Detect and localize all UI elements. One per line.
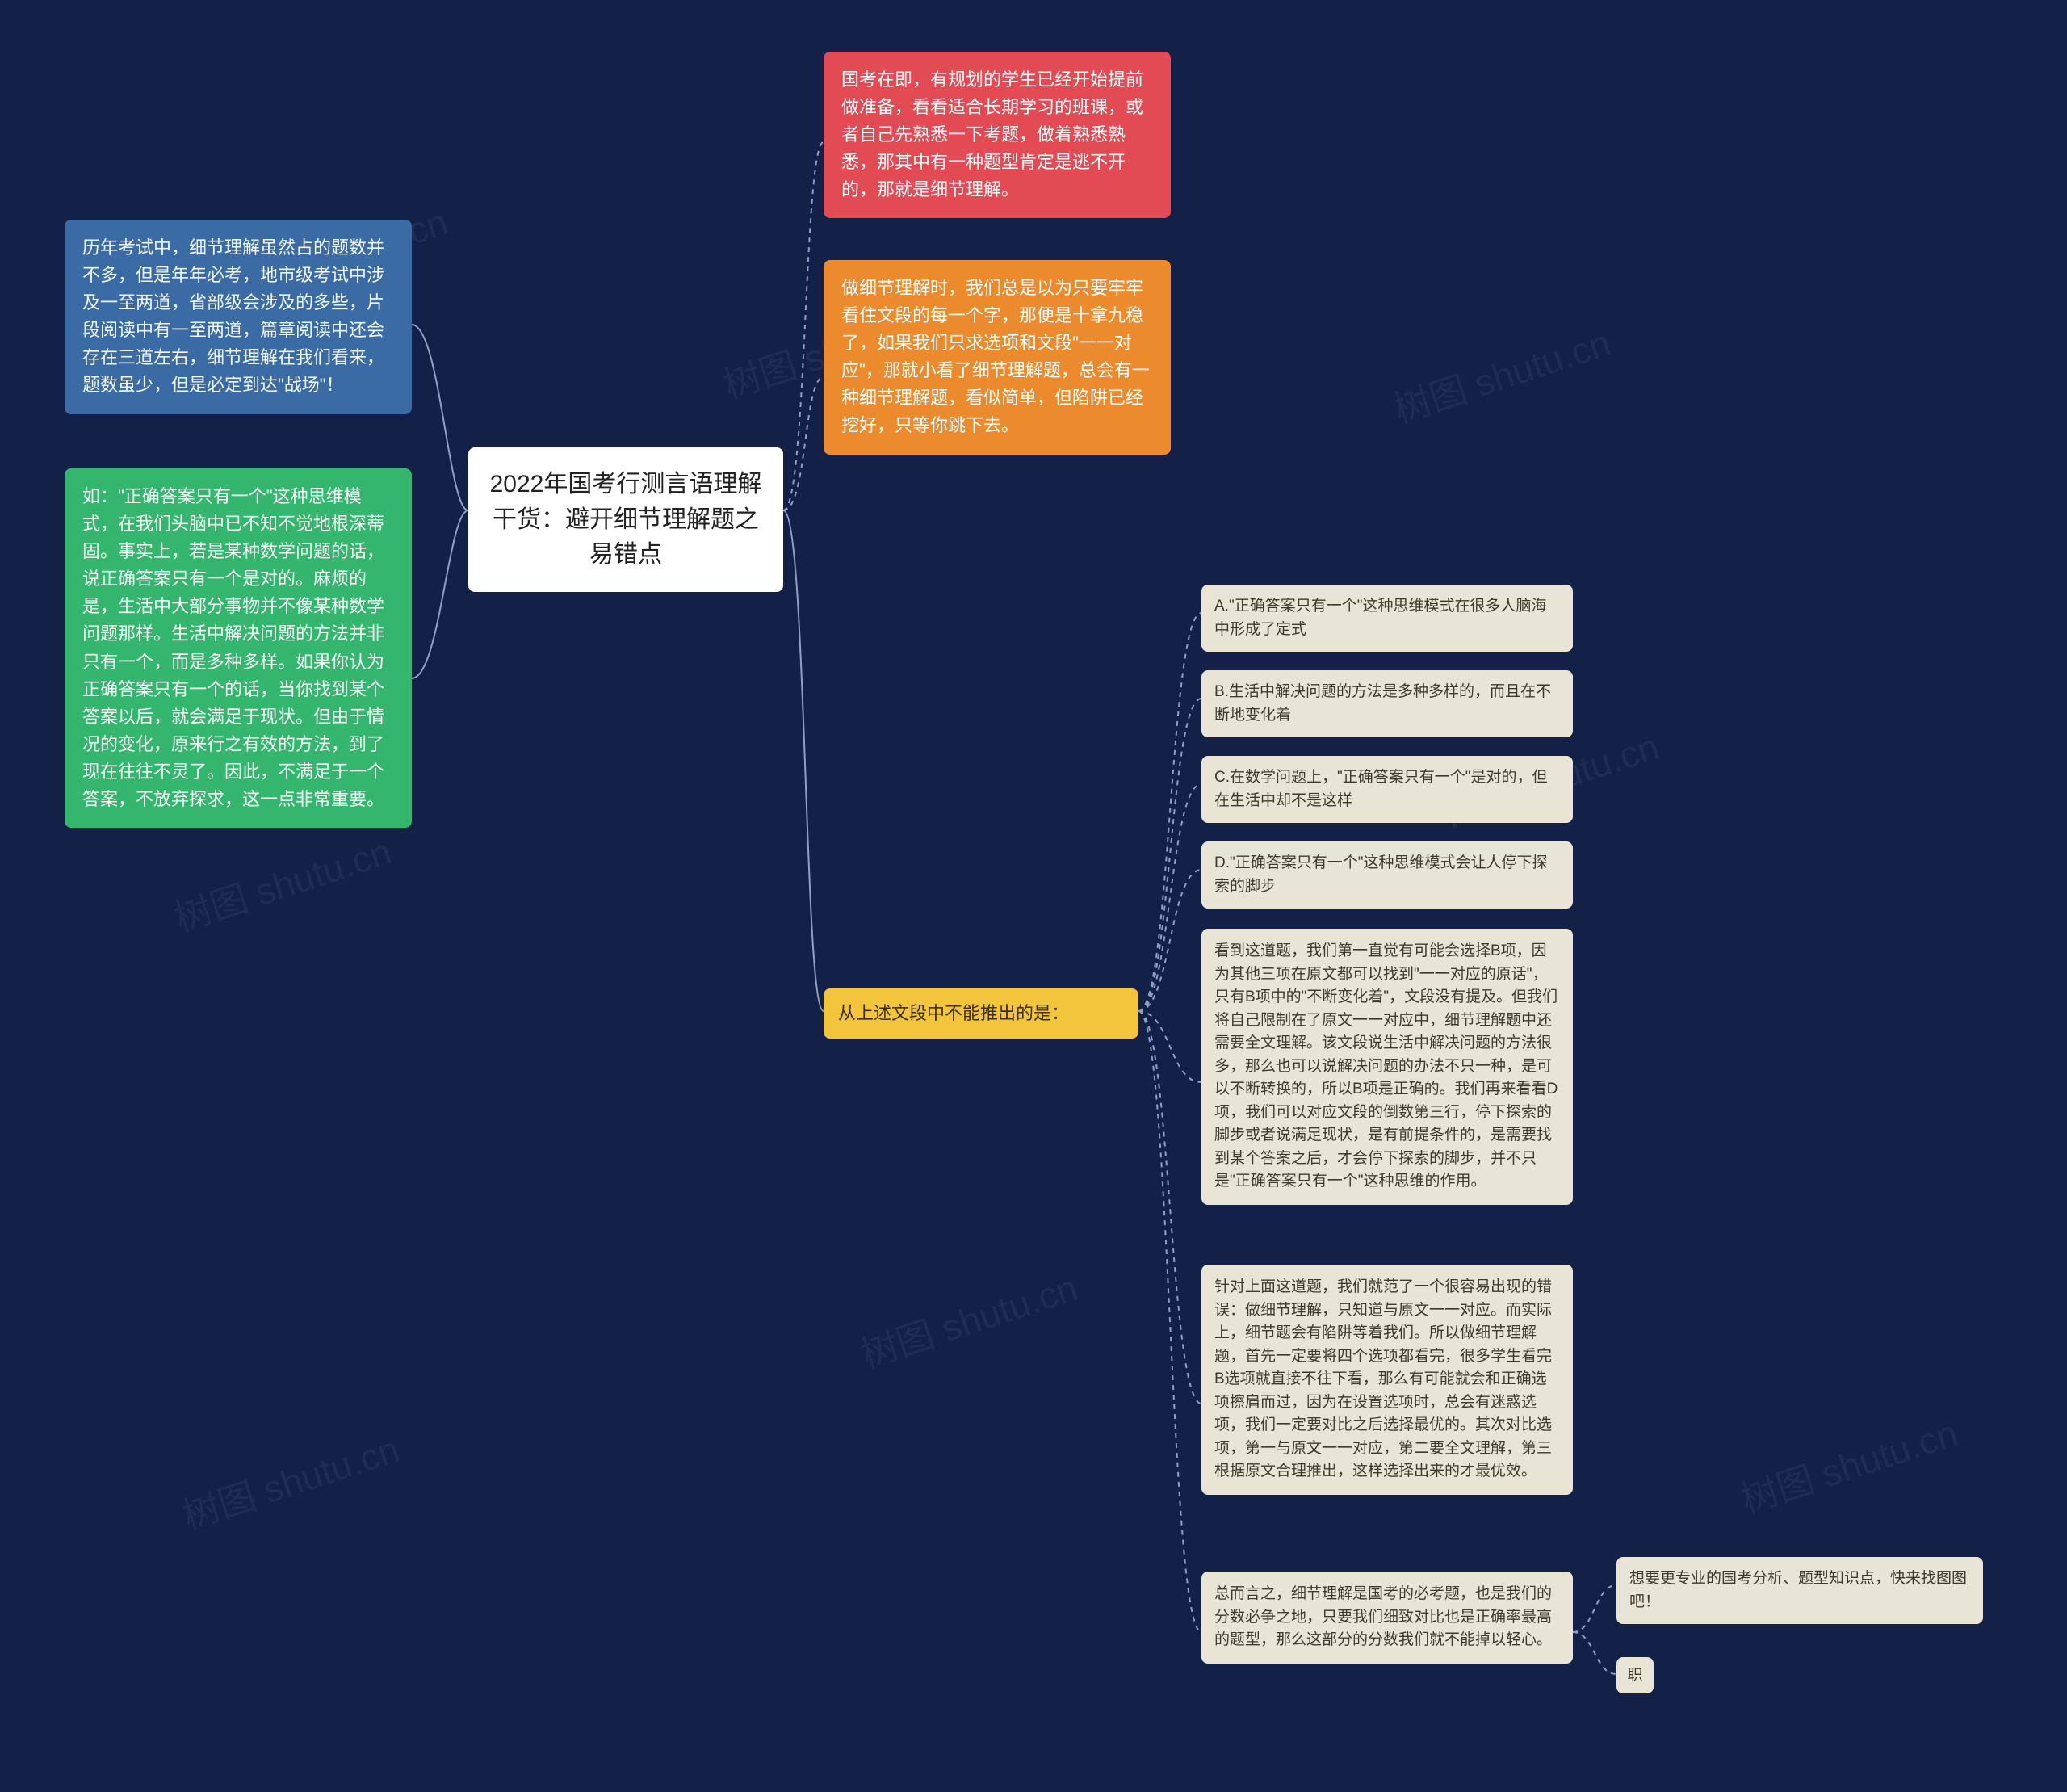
- watermark: 树图 shutu.cn: [1386, 314, 1616, 434]
- center-node[interactable]: 2022年国考行测言语理解干货：避开细节理解题之易错点: [468, 447, 783, 592]
- yellow-child-a[interactable]: A."正确答案只有一个"这种思维模式在很多人脑海中形成了定式: [1201, 585, 1573, 652]
- yellow-child-f[interactable]: 针对上面这道题，我们就范了一个很容易出现的错误：做细节理解，只知道与原文一一对应…: [1201, 1265, 1573, 1495]
- watermark: 树图 shutu.cn: [167, 823, 397, 943]
- yc-g-child-2[interactable]: 职: [1616, 1657, 1654, 1693]
- yellow-child-d[interactable]: D."正确答案只有一个"这种思维模式会让人停下探索的脚步: [1201, 841, 1573, 909]
- watermark: 树图 shutu.cn: [1734, 1404, 1964, 1525]
- yellow-child-c[interactable]: C.在数学问题上，"正确答案只有一个"是对的，但在生活中却不是这样: [1201, 756, 1573, 823]
- watermark: 树图 shutu.cn: [853, 1259, 1084, 1379]
- yc-g-child-1[interactable]: 想要更专业的国考分析、题型知识点，快来找图图吧！: [1616, 1557, 1983, 1624]
- yellow-node[interactable]: 从上述文段中不能推出的是：: [824, 988, 1138, 1039]
- left-node-2[interactable]: 如："正确答案只有一个"这种思维模式，在我们头脑中已不知不觉地根深蒂固。事实上，…: [65, 468, 412, 828]
- watermark: 树图 shutu.cn: [175, 1421, 405, 1541]
- right-node-orange[interactable]: 做细节理解时，我们总是以为只要牢牢看住文段的每一个字，那便是十拿九稳了，如果我们…: [824, 260, 1171, 455]
- yellow-child-g[interactable]: 总而言之，细节理解是国考的必考题，也是我们的分数必争之地，只要我们细致对比也是正…: [1201, 1572, 1573, 1664]
- yellow-child-e[interactable]: 看到这道题，我们第一直觉有可能会选择B项，因为其他三项在原文都可以找到"一一对应…: [1201, 929, 1573, 1205]
- right-node-red[interactable]: 国考在即，有规划的学生已经开始提前做准备，看看适合长期学习的班课，或者自己先熟悉…: [824, 52, 1171, 218]
- yellow-child-b[interactable]: B.生活中解决问题的方法是多种多样的，而且在不断地变化着: [1201, 670, 1573, 737]
- left-node-1[interactable]: 历年考试中，细节理解虽然占的题数并不多，但是年年必考，地市级考试中涉及一至两道，…: [65, 220, 412, 414]
